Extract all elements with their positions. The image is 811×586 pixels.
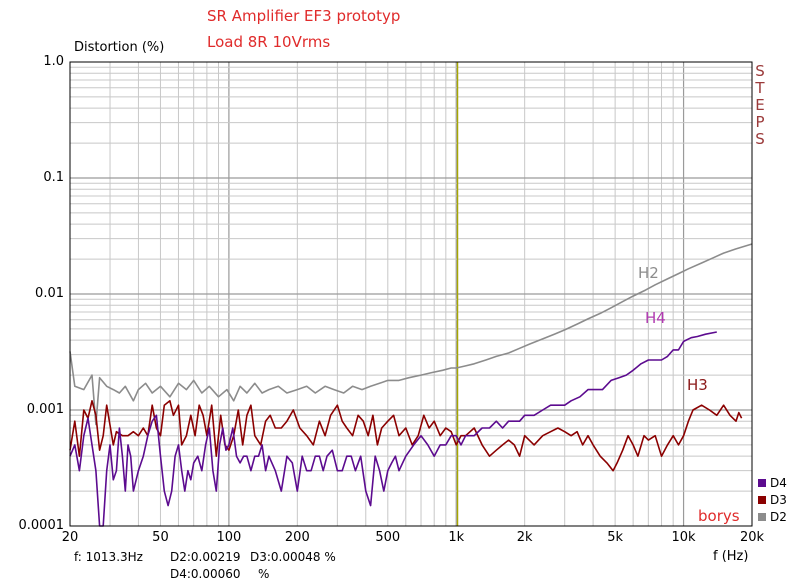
x-tick-label: 500 xyxy=(375,530,401,545)
series-line-d2 xyxy=(69,243,753,426)
y-tick-label: 0.0001 xyxy=(18,518,65,533)
readout-d3: D3:0.00048 % xyxy=(250,550,336,564)
x-tick-label: 200 xyxy=(284,530,310,545)
annotation-h4: H4 xyxy=(645,309,666,327)
x-tick-label: 10k xyxy=(671,530,696,545)
x-tick-label: 20 xyxy=(61,530,79,545)
readout-unit: % xyxy=(258,567,270,581)
x-tick-label: 20k xyxy=(739,530,765,545)
legend-item-d2[interactable]: D2 xyxy=(758,510,787,524)
series-line-d3 xyxy=(69,399,743,472)
annotation-author: borys xyxy=(698,507,740,525)
x-tick-label: 5k xyxy=(607,530,624,545)
legend-swatch-d3 xyxy=(758,496,766,504)
y-tick-label: 1.0 xyxy=(43,54,64,69)
legend-item-d3[interactable]: D3 xyxy=(758,493,787,507)
legend-item-d4[interactable]: D4 xyxy=(758,476,787,490)
readout-d2: D2:0.00219 xyxy=(170,550,241,564)
series-layer xyxy=(69,243,753,527)
legend-swatch-d4 xyxy=(758,479,766,487)
plot-frame xyxy=(69,61,753,527)
x-tick-label: 2k xyxy=(516,530,533,545)
brand-letter: S xyxy=(755,130,765,148)
y-tick-label: 0.001 xyxy=(26,402,64,417)
legend-label-d2: D2 xyxy=(770,510,787,524)
chart-title-line-2: Load 8R 10Vrms xyxy=(207,33,331,51)
readout-frequency: f: 1013.3Hz xyxy=(74,550,143,564)
legend-label-d4: D4 xyxy=(770,476,787,490)
readout-d4: D4:0.00060 xyxy=(170,567,241,581)
y-axis-label: Distortion (%) xyxy=(74,40,165,55)
grid-lines xyxy=(69,62,753,526)
x-tick-label: 100 xyxy=(216,530,242,545)
y-tick-label: 0.1 xyxy=(43,170,64,185)
brand-letter: E xyxy=(755,96,765,114)
legend-swatch-d2 xyxy=(758,513,766,521)
brand-letter: P xyxy=(755,113,765,131)
series-line-d4 xyxy=(69,331,717,527)
x-tick-label: 50 xyxy=(152,530,169,545)
brand-letter: T xyxy=(755,79,765,97)
chart-title-line-1: SR Amplifier EF3 prototyp xyxy=(207,7,401,25)
annotation-h3: H3 xyxy=(687,376,708,394)
x-tick-label: 1k xyxy=(448,530,465,545)
legend-label-d3: D3 xyxy=(770,493,787,507)
brand-letter: S xyxy=(755,62,765,80)
annotation-h2: H2 xyxy=(638,264,659,282)
x-axis-label: f (Hz) xyxy=(713,549,749,564)
y-tick-label: 0.01 xyxy=(35,286,64,301)
